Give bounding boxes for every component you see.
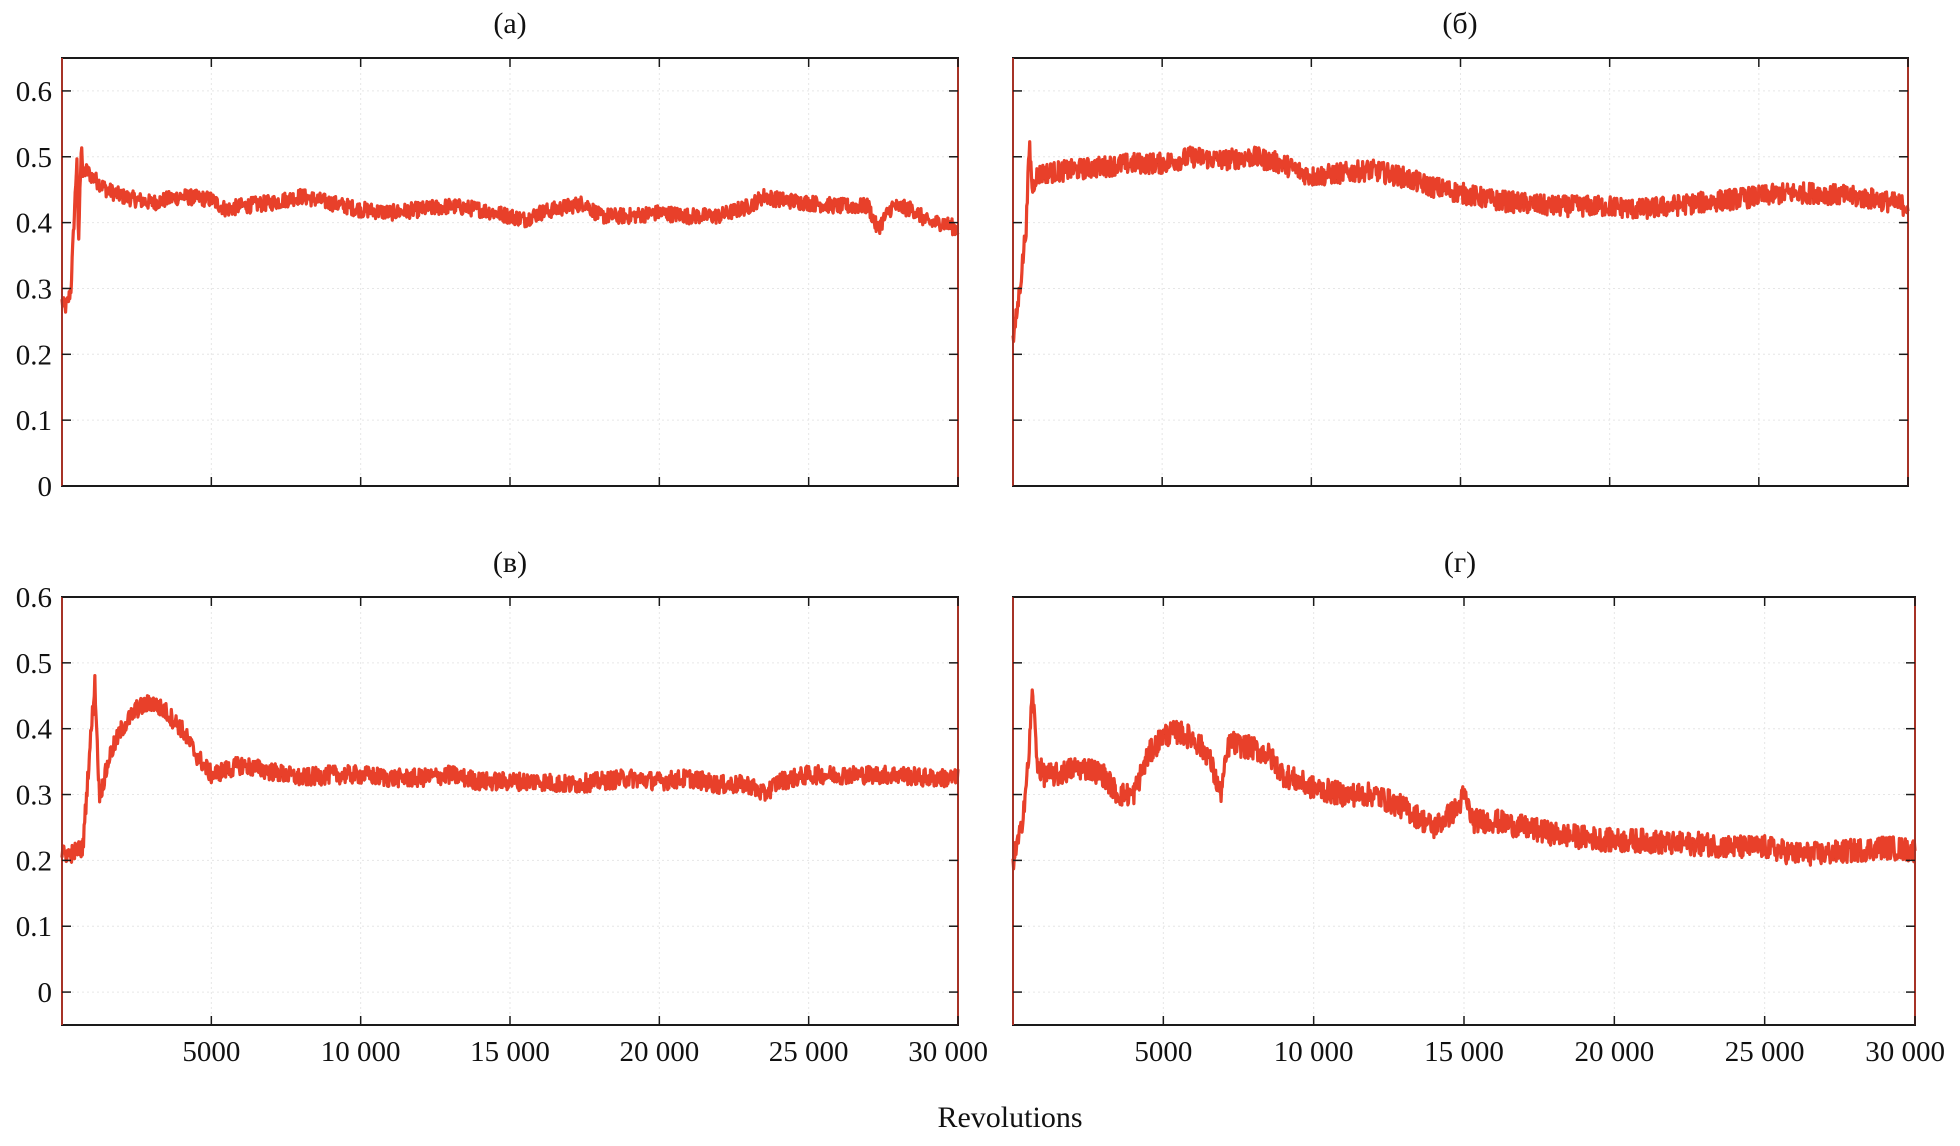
plot-frame — [1012, 57, 1909, 487]
x-tick-label: 30 000 — [1865, 1036, 1945, 1068]
plot-frame — [1012, 596, 1916, 1026]
panel-3: 0 0.1 0.2 0.3 0.4 0.5 0.6 5000 10 000 15 000 20 00… — [16, 546, 988, 1068]
y-tick-label: 0.5 — [16, 648, 52, 680]
x-tick-label: 15 000 — [470, 1036, 550, 1068]
panel-title: (в) — [493, 546, 527, 579]
x-tick-label: 10 000 — [1274, 1036, 1354, 1068]
panel-title: (г) — [1444, 546, 1476, 579]
series-line-top — [60, 146, 960, 314]
series-line-top — [1011, 140, 1910, 343]
x-axis-label: Revolutions — [937, 1101, 1082, 1134]
y-tick-label: 0.2 — [16, 339, 52, 371]
series-line-top — [60, 674, 960, 864]
x-tick-label: 25 000 — [769, 1036, 849, 1068]
x-tick-label: 10 000 — [321, 1036, 401, 1068]
panel-1: 0 0.1 0.2 0.3 0.4 0.5 0.6 (а) — [16, 7, 960, 503]
y-tick-label: 0.6 — [16, 76, 52, 108]
x-tick-label: 5000 — [182, 1036, 240, 1068]
y-tick-label: 0.1 — [16, 405, 52, 437]
y-tick-label: 0.2 — [16, 845, 52, 877]
y-tick-label: 0.3 — [16, 780, 52, 812]
y-tick-label: 0.5 — [16, 142, 52, 174]
panel-title: (а) — [493, 7, 526, 40]
x-tick-label: 5000 — [1134, 1036, 1192, 1068]
y-tick-label: 0.6 — [16, 582, 52, 614]
series-line-shadow — [61, 677, 959, 864]
y-tick-label: 0.4 — [16, 208, 53, 240]
panel-4: 5000 10 000 15 000 20 000 25 000 30 000 (г) — [1011, 546, 1945, 1068]
x-tick-label: 20 000 — [1574, 1036, 1654, 1068]
y-tick-label: 0.1 — [16, 911, 52, 943]
y-tick-label: 0.4 — [16, 714, 53, 746]
plot-frame — [61, 57, 959, 487]
y-tick-label: 0 — [38, 977, 53, 1009]
y-tick-label: 0.3 — [16, 273, 52, 305]
y-tick-label: 0 — [38, 471, 53, 503]
panel-title: (б) — [1442, 7, 1477, 40]
x-tick-label: 30 000 — [908, 1036, 988, 1068]
x-tick-label: 25 000 — [1725, 1036, 1805, 1068]
plot-frame — [61, 596, 959, 1026]
series-line-top — [1011, 688, 1917, 871]
series-line — [1011, 688, 1917, 871]
x-tick-label: 20 000 — [619, 1036, 699, 1068]
x-tick-label: 15 000 — [1424, 1036, 1504, 1068]
panel-2: (б) — [1011, 7, 1910, 487]
